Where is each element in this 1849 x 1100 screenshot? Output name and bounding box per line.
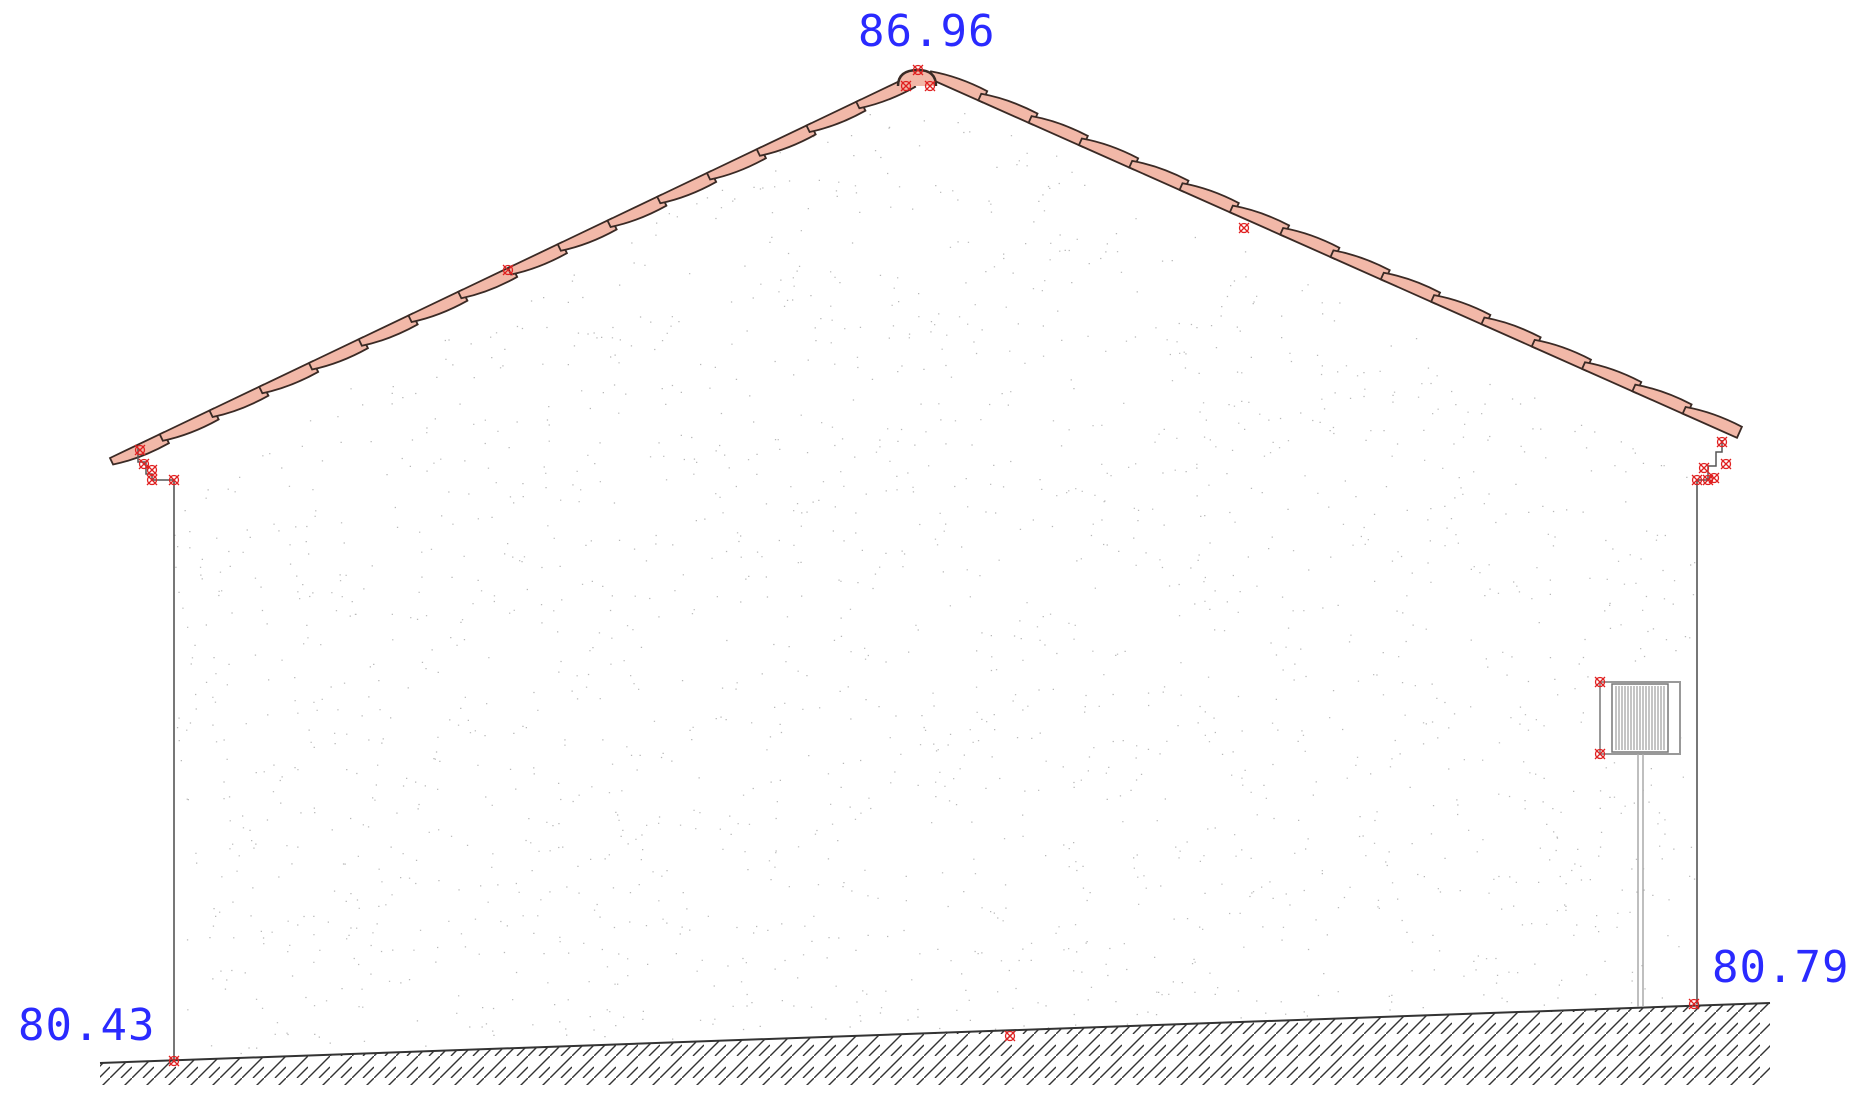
ground-left-elevation-label: 80.43 (18, 1000, 155, 1051)
stucco-dots (174, 113, 1698, 1055)
roof-tile (755, 122, 817, 157)
snap-cross-icon (1238, 222, 1250, 234)
snap-markers (134, 64, 1732, 1067)
roof-tile (705, 146, 768, 181)
roof-tile (208, 383, 270, 419)
snap-cross-icon (1716, 436, 1728, 448)
roof-slope-left (108, 74, 917, 466)
roof-tile (258, 359, 320, 395)
roof-tile (1530, 338, 1593, 372)
roof-tile (1580, 361, 1643, 395)
snap-cross-icon (912, 64, 924, 76)
roof-tile (407, 288, 469, 324)
roof-tile (158, 407, 220, 442)
ac-unit-icon (1599, 681, 1681, 1007)
roof-tile (506, 241, 569, 276)
snap-cross-icon (900, 80, 912, 92)
snap-cross-icon (1691, 474, 1703, 486)
roof-tile (926, 70, 989, 104)
snap-cross-icon (924, 80, 936, 92)
snap-cross-icon (1594, 748, 1606, 760)
roof-tile (457, 264, 519, 300)
snap-cross-icon (1594, 676, 1606, 688)
snap-cross-icon (138, 458, 150, 470)
snap-cross-icon (134, 444, 146, 456)
roof-tile (1480, 316, 1542, 350)
roof-tile (656, 169, 718, 205)
roof-tile (805, 98, 867, 134)
roof-tile (1631, 383, 1693, 417)
snap-cross-icon (146, 474, 158, 486)
ridge-elevation-label: 86.96 (858, 6, 995, 57)
roof-tile (1329, 249, 1391, 283)
snap-cross-icon (146, 464, 158, 476)
snap-cross-icon (1688, 998, 1700, 1010)
snap-cross-icon (1698, 462, 1710, 474)
roof-tile (1279, 227, 1341, 260)
ground-right-elevation-label: 80.79 (1712, 942, 1849, 993)
roof-tile (1027, 115, 1090, 149)
roof-tile (1379, 271, 1442, 305)
roof-slope-right (926, 70, 1744, 439)
roof-tile (1077, 137, 1140, 171)
roof-tile (1178, 182, 1240, 216)
roof-tile (1681, 406, 1744, 439)
snap-cross-icon (168, 474, 180, 486)
roof-tile (606, 193, 668, 229)
roof-tile (1228, 204, 1291, 238)
roof-tile (1429, 294, 1492, 328)
snap-cross-icon (502, 264, 514, 276)
roof-tile (556, 217, 618, 252)
snap-cross-icon (1708, 472, 1720, 484)
roof-tile (1128, 159, 1190, 193)
stucco-texture (174, 113, 1698, 1055)
ac-unit-grille-lines (1615, 686, 1665, 750)
snap-cross-icon (168, 1055, 180, 1067)
ground-line (99, 1002, 1771, 1064)
snap-cross-icon (1004, 1030, 1016, 1042)
roof-tile (357, 312, 419, 347)
snap-cross-icon (1720, 458, 1732, 470)
roof-tile (307, 336, 370, 371)
roof-tile (977, 92, 1039, 126)
wall-face (174, 82, 1697, 1061)
gable-wall (173, 82, 1698, 1061)
